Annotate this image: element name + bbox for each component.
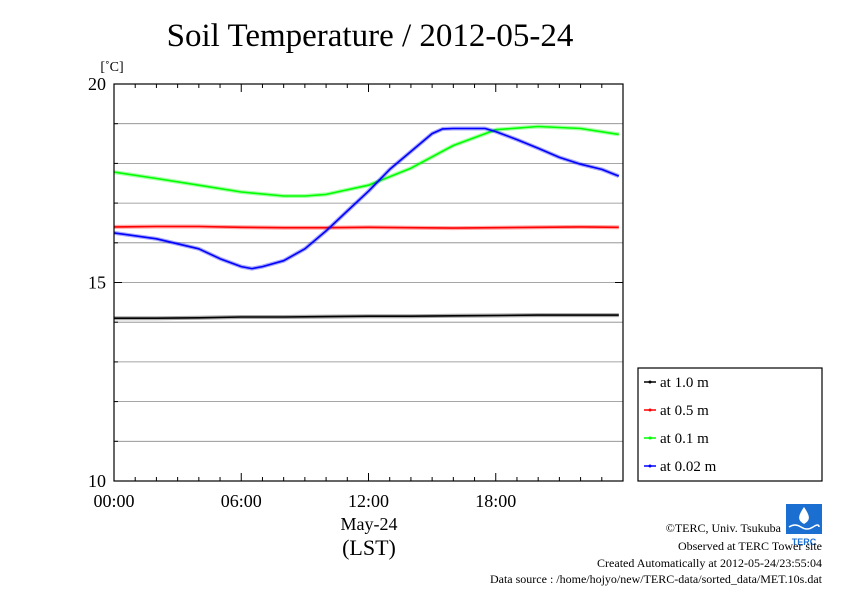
series-line (113, 225, 619, 229)
y-tick-label: 15 (88, 273, 106, 293)
series-line-halo (113, 126, 620, 271)
created-timestamp-text: Created Automatically at 2012-05-24/23:5… (597, 556, 822, 570)
chart-title: Soil Temperature / 2012-05-24 (167, 18, 574, 54)
x-tick-label: 12:00 (348, 491, 389, 511)
x-axis-date-label: May-24 (341, 514, 398, 534)
data-source-text: Data source : /home/hojyo/new/TERC-data/… (490, 572, 823, 586)
legend-box (637, 367, 823, 482)
legend-label: at 1.0 m (660, 375, 709, 391)
legend-marker (648, 408, 652, 412)
wave-icon (788, 524, 820, 530)
series-line (114, 314, 619, 320)
observation-site-text: Observed at TERC Tower site (678, 539, 822, 553)
x-tick-label: 18:00 (475, 491, 516, 511)
axes: 10 15 20 00:00 06:00 12:00 18:00 (88, 74, 624, 511)
y-tick-label: 20 (88, 74, 106, 94)
legend-label: at 0.5 m (660, 403, 709, 419)
terc-logo: TERC (786, 504, 822, 547)
legend-marker (648, 380, 652, 384)
x-tick-label: 00:00 (93, 491, 134, 511)
series-lines (113, 124, 620, 321)
x-tick-label: 06:00 (221, 491, 262, 511)
series-line (113, 127, 620, 270)
legend-marker (648, 464, 652, 468)
copyright-text: ©TERC, Univ. Tsukuba (666, 521, 782, 535)
legend-marker (648, 436, 652, 440)
logo-text: TERC (792, 537, 817, 547)
x-axis-label: (LST) (342, 535, 396, 560)
gridlines (114, 123, 623, 442)
legend-label: at 0.1 m (660, 431, 709, 447)
y-tick-label: 10 (88, 471, 106, 491)
legend-label: at 0.02 m (660, 459, 717, 475)
y-axis-unit-label: [˚C] (100, 60, 123, 75)
legend: at 1.0 m at 0.5 m at 0.1 m at 0.02 m (637, 367, 823, 482)
water-drop-icon (799, 507, 809, 524)
series-line (113, 125, 619, 197)
